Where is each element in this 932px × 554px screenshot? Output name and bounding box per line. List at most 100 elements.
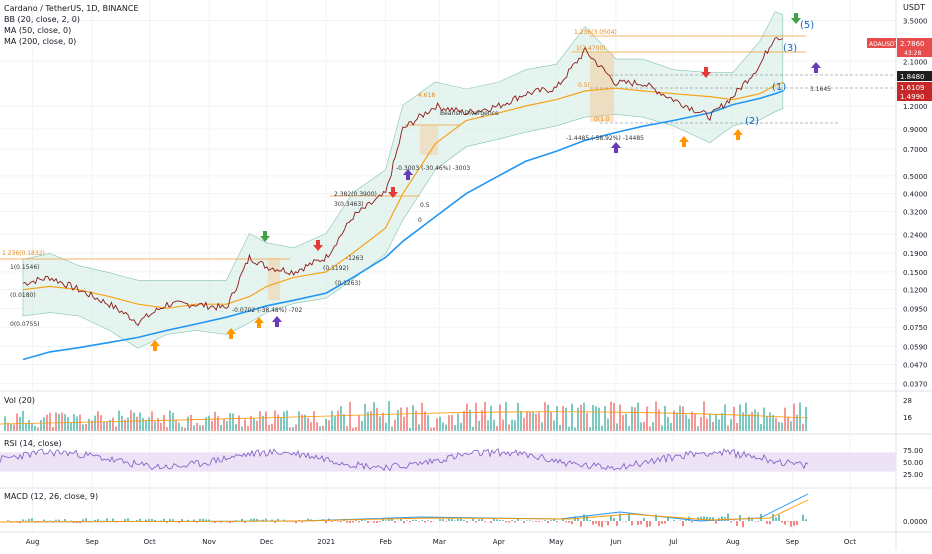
- volume-bar: [22, 411, 24, 431]
- macd-histogram-bar: [346, 521, 348, 523]
- macd-histogram-bar: [589, 520, 591, 521]
- volume-bar: [703, 401, 705, 431]
- volume-bar: [154, 421, 156, 431]
- macd-histogram-bar: [778, 515, 780, 521]
- macd-histogram-bar: [352, 521, 354, 523]
- volume-bar: [547, 405, 549, 431]
- volume-bar: [25, 423, 27, 431]
- rsi-label[interactable]: RSI (14, close): [4, 439, 62, 448]
- volume-bar: [49, 413, 51, 431]
- macd-histogram-bar: [358, 521, 360, 522]
- volume-bar: [322, 426, 324, 431]
- macd-histogram-bar: [415, 520, 417, 521]
- volume-bar: [325, 419, 327, 431]
- indicator-bb[interactable]: BB (20, close, 2, 0): [4, 14, 139, 25]
- volume-bar: [253, 419, 255, 431]
- volume-bar: [349, 402, 351, 431]
- macd-histogram-bar: [784, 521, 786, 525]
- volume-bar: [562, 406, 564, 431]
- macd-histogram-bar: [475, 521, 477, 523]
- volume-bar: [421, 403, 423, 431]
- fib-range-box: [268, 258, 280, 300]
- volume-bar: [307, 418, 309, 431]
- macd-histogram-bar: [193, 520, 195, 521]
- macd-histogram-bar: [148, 519, 150, 521]
- macd-histogram-bar: [526, 520, 528, 521]
- x-tick-label: Oct: [844, 538, 856, 546]
- volume-bar: [430, 428, 432, 431]
- y-tick-label: 0.5000: [903, 173, 928, 181]
- volume-bar: [166, 427, 168, 431]
- macd-histogram-bar: [199, 519, 201, 521]
- macd-histogram-bar: [598, 521, 600, 526]
- volume-bar: [469, 410, 471, 431]
- volume-bar: [487, 420, 489, 431]
- macd-histogram-bar: [640, 521, 642, 524]
- volume-bar: [625, 414, 627, 431]
- volume-bar: [118, 411, 120, 431]
- volume-bar: [655, 402, 657, 431]
- indicator-ma200[interactable]: MA (200, close, 0): [4, 36, 139, 47]
- volume-bar: [130, 410, 132, 431]
- volume-bar: [757, 412, 759, 431]
- macd-histogram-bar: [673, 520, 675, 521]
- macd-histogram-bar: [445, 521, 447, 522]
- macd-label[interactable]: MACD (12, 26, close, 9): [4, 492, 98, 501]
- macd-histogram-bar: [691, 521, 693, 522]
- volume-bar: [565, 408, 567, 431]
- macd-histogram-bar: [430, 521, 432, 522]
- volume-bar: [283, 412, 285, 431]
- macd-histogram-bar: [124, 519, 126, 521]
- volume-bar: [766, 416, 768, 431]
- volume-bar: [394, 420, 396, 431]
- volume-bar: [292, 427, 294, 431]
- x-tick-label: Apr: [493, 538, 505, 546]
- volume-bar: [457, 414, 459, 431]
- symbol-title[interactable]: Cardano / TetherUS, 1D, BINANCE: [4, 3, 139, 14]
- volume-bar: [310, 422, 312, 431]
- macd-histogram-bar: [790, 521, 792, 527]
- annotation-label: 0(1.0: [594, 116, 610, 123]
- y-tick-label: 0.3200: [903, 208, 928, 216]
- macd-histogram-bar: [139, 519, 141, 521]
- volume-bar: [670, 423, 672, 431]
- macd-histogram-bar: [682, 521, 684, 526]
- volume-bar: [235, 424, 237, 431]
- volume-bar: [244, 419, 246, 431]
- volume-bar: [418, 424, 420, 431]
- annotation-label: 3(0.3463): [334, 201, 364, 208]
- volume-bar: [619, 405, 621, 431]
- volume-bar: [70, 423, 72, 431]
- indicator-ma50[interactable]: MA (50, close, 0): [4, 25, 139, 36]
- macd-histogram-bar: [610, 516, 612, 521]
- volume-bar: [256, 421, 258, 431]
- annotation-label: 2.382(0.3900): [334, 191, 377, 198]
- volume-bar: [238, 415, 240, 431]
- volume-bar: [82, 424, 84, 431]
- volume-bar: [769, 412, 771, 431]
- volume-bar: [574, 428, 576, 431]
- macd-histogram-bar: [106, 518, 108, 521]
- macd-histogram-bar: [505, 521, 507, 522]
- volume-bar: [496, 426, 498, 431]
- volume-bar: [304, 415, 306, 431]
- macd-histogram-bar: [604, 521, 606, 522]
- rsi-tick-label: 75.00: [903, 447, 923, 455]
- rsi-tick-label: 50.00: [903, 459, 923, 467]
- volume-bar: [226, 421, 228, 431]
- macd-histogram-bar: [550, 520, 552, 521]
- volume-bar: [55, 412, 57, 431]
- volume-bar: [691, 412, 693, 431]
- volume-bar: [133, 413, 135, 431]
- volume-bar: [607, 418, 609, 431]
- volume-bar: [517, 403, 519, 431]
- volume-bar: [190, 415, 192, 431]
- macd-histogram-bar: [94, 520, 96, 521]
- macd-histogram-bar: [394, 521, 396, 523]
- volume-bar: [580, 405, 582, 431]
- volume-label[interactable]: Vol (20): [4, 396, 35, 405]
- volume-bar: [67, 417, 69, 431]
- volume-bar: [313, 411, 315, 431]
- macd-histogram-bar: [181, 519, 183, 521]
